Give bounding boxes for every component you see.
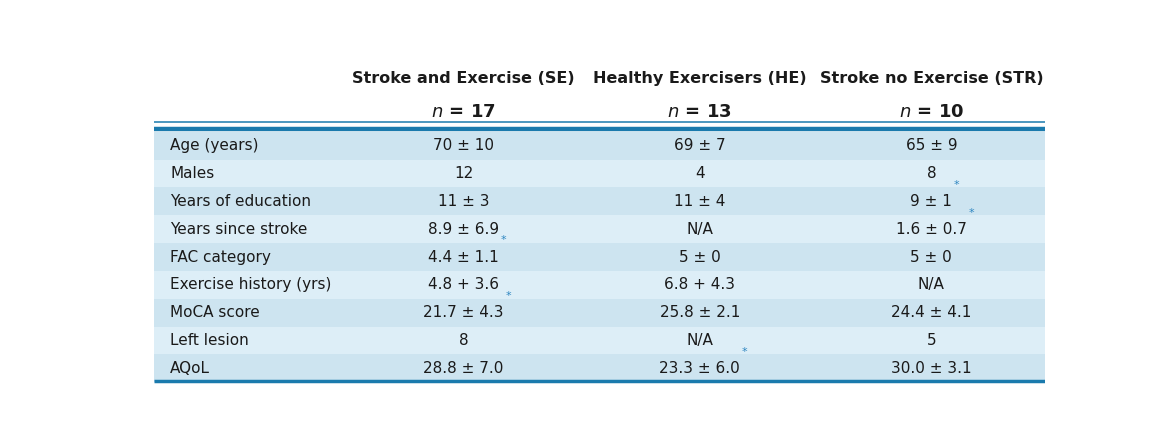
Text: 12: 12 bbox=[454, 166, 474, 181]
Text: Years of education: Years of education bbox=[171, 194, 311, 209]
Text: 70 ± 10: 70 ± 10 bbox=[433, 138, 495, 153]
Text: $\mathit{n}$ = 17: $\mathit{n}$ = 17 bbox=[432, 103, 496, 121]
Bar bbox=[154, 160, 1045, 187]
Text: *: * bbox=[742, 347, 748, 357]
Text: 5 ± 0: 5 ± 0 bbox=[679, 250, 721, 264]
Text: *: * bbox=[968, 208, 974, 218]
Text: 21.7 ± 4.3: 21.7 ± 4.3 bbox=[424, 305, 504, 320]
Text: 5: 5 bbox=[926, 333, 936, 348]
Text: 69 ± 7: 69 ± 7 bbox=[673, 138, 726, 153]
Text: *: * bbox=[953, 180, 959, 190]
Bar bbox=[154, 326, 1045, 354]
Text: Exercise history (yrs): Exercise history (yrs) bbox=[171, 277, 332, 292]
Text: Healthy Exercisers (HE): Healthy Exercisers (HE) bbox=[593, 71, 807, 86]
Text: 11 ± 3: 11 ± 3 bbox=[438, 194, 490, 209]
Text: $\mathit{n}$ = 13: $\mathit{n}$ = 13 bbox=[668, 103, 733, 121]
Text: Left lesion: Left lesion bbox=[171, 333, 248, 348]
Text: 24.4 ± 4.1: 24.4 ± 4.1 bbox=[892, 305, 972, 320]
Text: 6.8 + 4.3: 6.8 + 4.3 bbox=[664, 277, 735, 292]
Text: FAC category: FAC category bbox=[171, 250, 272, 264]
Text: Years since stroke: Years since stroke bbox=[171, 222, 308, 237]
Text: 8: 8 bbox=[459, 333, 469, 348]
Bar bbox=[154, 215, 1045, 243]
Text: 8: 8 bbox=[926, 166, 936, 181]
Text: MoCA score: MoCA score bbox=[171, 305, 260, 320]
Text: AQoL: AQoL bbox=[171, 361, 210, 376]
Text: N/A: N/A bbox=[918, 277, 945, 292]
Bar bbox=[154, 243, 1045, 271]
Bar bbox=[154, 187, 1045, 215]
Text: $\mathit{n}$ = 10: $\mathit{n}$ = 10 bbox=[899, 103, 964, 121]
Text: *: * bbox=[505, 291, 511, 301]
Text: 28.8 ± 7.0: 28.8 ± 7.0 bbox=[424, 361, 504, 376]
Bar bbox=[154, 132, 1045, 160]
Text: 5 ± 0: 5 ± 0 bbox=[910, 250, 952, 264]
Text: 9 ± 1: 9 ± 1 bbox=[910, 194, 952, 209]
Bar bbox=[154, 354, 1045, 382]
Bar bbox=[154, 271, 1045, 299]
Text: 4.8 + 3.6: 4.8 + 3.6 bbox=[428, 277, 499, 292]
Text: 4.4 ± 1.1: 4.4 ± 1.1 bbox=[428, 250, 499, 264]
Text: Males: Males bbox=[171, 166, 215, 181]
Text: 23.3 ± 6.0: 23.3 ± 6.0 bbox=[659, 361, 740, 376]
Bar bbox=[154, 59, 1045, 132]
Text: 11 ± 4: 11 ± 4 bbox=[675, 194, 726, 209]
Text: Age (years): Age (years) bbox=[171, 138, 259, 153]
Text: N/A: N/A bbox=[686, 222, 713, 237]
Text: 65 ± 9: 65 ± 9 bbox=[906, 138, 957, 153]
Text: N/A: N/A bbox=[686, 333, 713, 348]
Bar bbox=[154, 299, 1045, 326]
Text: 25.8 ± 2.1: 25.8 ± 2.1 bbox=[659, 305, 740, 320]
Text: 1.6 ± 0.7: 1.6 ± 0.7 bbox=[896, 222, 967, 237]
Text: 4: 4 bbox=[695, 166, 705, 181]
Text: 8.9 ± 6.9: 8.9 ± 6.9 bbox=[428, 222, 499, 237]
Text: 30.0 ± 3.1: 30.0 ± 3.1 bbox=[890, 361, 972, 376]
Text: Stroke no Exercise (STR): Stroke no Exercise (STR) bbox=[820, 71, 1043, 86]
Text: *: * bbox=[500, 236, 506, 245]
Text: Stroke and Exercise (SE): Stroke and Exercise (SE) bbox=[352, 71, 575, 86]
